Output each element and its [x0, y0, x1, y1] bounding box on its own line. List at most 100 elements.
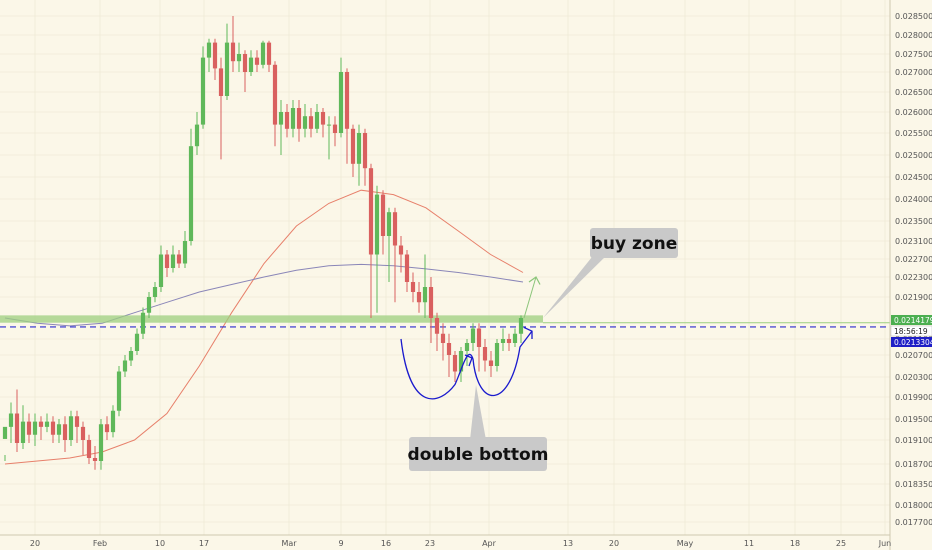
price-axis[interactable]: 0.02850000 0.02800000 0.02750000 0.02700000… — [889, 0, 932, 550]
candle-body — [350, 128, 356, 164]
candle-body — [416, 292, 422, 303]
candle-body — [50, 421, 56, 435]
double-bottom-callout-label: double bottom — [408, 445, 549, 465]
candle — [68, 410, 74, 446]
candle — [146, 292, 152, 318]
candle-body — [122, 360, 128, 372]
candle — [128, 347, 134, 366]
candle — [86, 434, 92, 464]
candle-body — [452, 355, 458, 372]
candle-body — [8, 413, 14, 427]
candle-body — [212, 42, 218, 69]
candle — [278, 100, 284, 155]
candle-body — [338, 72, 344, 133]
candle — [194, 112, 200, 155]
candle-body — [284, 112, 290, 129]
price-tick-label: 0.02700000 — [895, 68, 932, 77]
candle-body — [200, 57, 206, 125]
double-bottom-arrowhead-mid — [464, 354, 473, 367]
candle-body — [170, 254, 176, 268]
candle — [290, 100, 296, 138]
double-bottom-callout: double bottom — [408, 385, 549, 471]
candle — [518, 315, 524, 343]
ema-purple-line — [4, 263, 524, 327]
candle — [368, 163, 374, 318]
price-tick-label: 0.02070000 — [895, 351, 932, 360]
candle — [398, 236, 404, 273]
candle-body — [32, 421, 38, 435]
candle-body — [266, 42, 272, 65]
candle — [44, 413, 50, 433]
price-tick-label: 0.02350000 — [895, 217, 932, 226]
candle-body — [404, 254, 410, 282]
candle-body — [464, 343, 470, 351]
candle-body — [302, 116, 308, 129]
price-tick-label: 0.01770000 — [895, 518, 932, 527]
time-tick-label: Feb — [93, 539, 107, 548]
candle — [302, 104, 308, 138]
price-tick-label: 0.01870000 — [895, 460, 932, 469]
candle — [182, 231, 188, 268]
price-badge-label: 0.02133046 — [894, 338, 932, 347]
candle-body — [476, 328, 482, 347]
candle — [152, 282, 158, 303]
candle-body — [206, 42, 212, 58]
annotation-layer: buy zone double bottom — [400, 228, 678, 471]
candle-body — [296, 108, 302, 129]
time-tick-label: 20 — [30, 539, 40, 548]
buy-zone-callout-pointer — [543, 252, 610, 318]
candle — [74, 410, 80, 443]
candle — [314, 104, 320, 133]
candle-body — [422, 287, 428, 303]
candle-body — [254, 57, 260, 65]
candle — [200, 46, 206, 129]
candle-body — [86, 440, 92, 458]
candle — [416, 282, 422, 313]
candle — [428, 277, 434, 343]
candle-body — [320, 112, 326, 125]
candle-body — [374, 194, 380, 255]
candle — [410, 272, 416, 303]
candles-layer — [2, 16, 524, 470]
price-tick-label: 0.02270000 — [895, 255, 932, 264]
breakout-arrowhead — [528, 276, 541, 285]
candle-body — [392, 212, 398, 246]
price-tick-label: 0.02450000 — [895, 173, 932, 182]
candle — [26, 413, 32, 443]
candle — [344, 68, 350, 164]
candle — [230, 16, 236, 72]
candle-body — [104, 424, 110, 433]
candle — [20, 405, 26, 449]
candle — [8, 402, 14, 443]
time-tick-label: 11 — [744, 539, 754, 548]
candle-body — [512, 333, 518, 343]
time-tick-label: May — [677, 539, 694, 548]
candle — [284, 104, 290, 138]
candle — [422, 254, 428, 318]
time-tick-label: 23 — [425, 539, 435, 548]
price-tick-label: 0.02850000 — [895, 12, 932, 21]
price-tick-label: 0.02030000 — [895, 373, 932, 382]
candle — [458, 347, 464, 382]
price-tick-label: 0.02190000 — [895, 293, 932, 302]
candle-body — [386, 212, 392, 236]
time-axis[interactable]: 20 Feb 10 17 Mar 9 16 23 Apr 13 20 May 11 18 25 Jun — [0, 534, 891, 548]
candle-body — [218, 68, 224, 96]
time-tick-label: 13 — [563, 539, 573, 548]
support-zone-layer — [0, 315, 890, 328]
candle-body — [152, 287, 158, 297]
candle — [170, 245, 176, 273]
candle — [386, 207, 392, 282]
candle — [512, 328, 518, 347]
candle-body — [380, 194, 386, 236]
candle-body — [164, 254, 170, 268]
candle-body — [62, 424, 68, 440]
candle-body — [224, 42, 230, 96]
candle-body — [128, 351, 134, 361]
time-tick-label: 10 — [155, 539, 165, 548]
candle-body — [518, 318, 524, 334]
double-bottom-arrowhead-end — [523, 326, 533, 339]
candle-body — [80, 426, 86, 440]
candle-body — [158, 254, 164, 287]
